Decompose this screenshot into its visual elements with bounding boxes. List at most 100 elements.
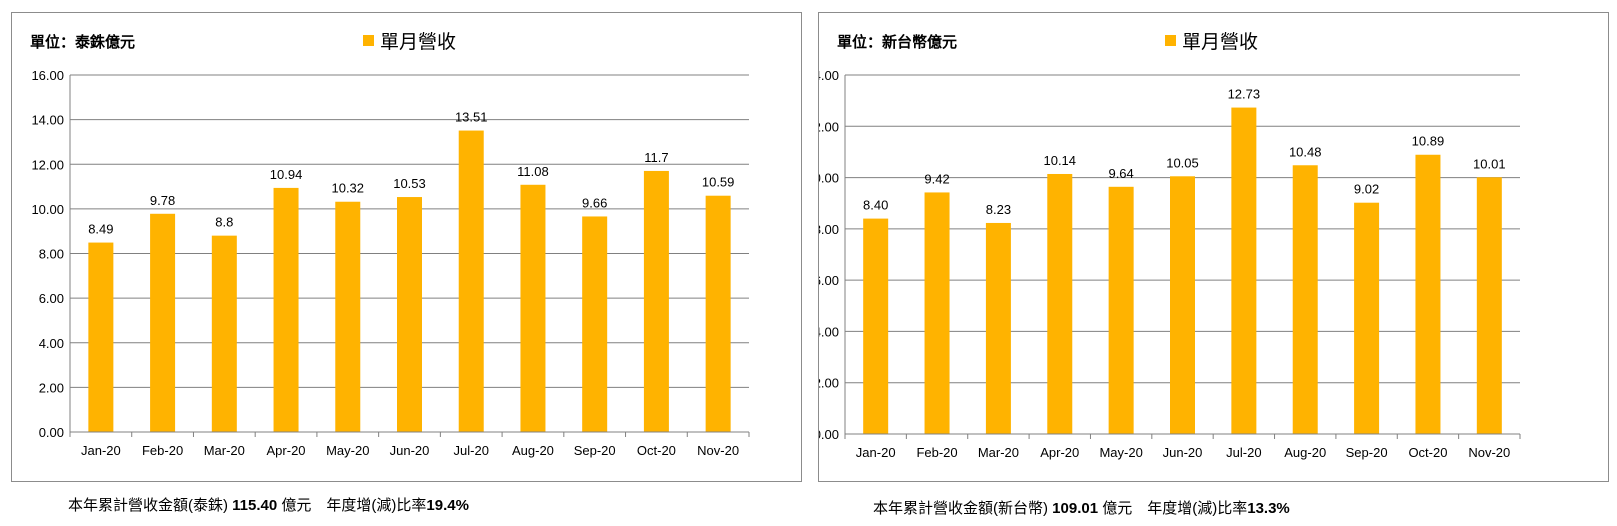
x-tick-label: Feb-20 (142, 443, 183, 458)
footer-summary-twd: 本年累計營收金額(新台幣) 109.01 億元 年度增(減)比率13.3% (873, 497, 1290, 518)
footer-prefix: 本年累計營收金額(泰銖) (68, 497, 228, 514)
data-label: 10.94 (270, 167, 303, 182)
x-tick-label: Nov-20 (1468, 445, 1510, 460)
x-tick-label: Apr-20 (1040, 445, 1079, 460)
data-label: 9.66 (582, 195, 607, 210)
footer-mid: 億元 年度增(減)比率 (281, 497, 427, 514)
bar-feb-20 (924, 192, 950, 434)
x-tick-label: May-20 (326, 443, 369, 458)
data-label: 10.59 (702, 175, 735, 190)
x-tick-label: Jan-20 (856, 445, 896, 460)
footer-mid: 億元 年度增(減)比率 (1102, 500, 1248, 517)
footer-rate: 19.4% (426, 497, 469, 514)
x-tick-label: Feb-20 (916, 445, 957, 460)
bar-mar-20 (211, 235, 237, 432)
data-label: 9.64 (1108, 166, 1133, 181)
legend: 單月營收 (363, 27, 456, 54)
x-tick-label: Jul-20 (454, 443, 489, 458)
bar-jan-20 (88, 242, 114, 432)
data-label: 10.32 (331, 181, 364, 196)
data-label: 10.89 (1412, 134, 1445, 149)
x-tick-label: Sep-20 (1346, 445, 1388, 460)
x-tick-label: Mar-20 (978, 445, 1019, 460)
data-label: 9.78 (150, 193, 175, 208)
x-tick-label: Oct-20 (1408, 445, 1447, 460)
data-label: 8.8 (215, 215, 233, 230)
bar-may-20 (1108, 186, 1134, 434)
data-label: 8.49 (88, 222, 113, 237)
bar-may-20 (335, 201, 361, 432)
bar-feb-20 (150, 213, 176, 432)
unit-label: 單位：泰銖億元 (30, 34, 136, 51)
data-label: 13.51 (455, 110, 488, 125)
y-tick-label: 12.00 (819, 119, 839, 134)
x-tick-label: Aug-20 (1284, 445, 1326, 460)
x-tick-label: Jun-20 (390, 443, 430, 458)
chart-panel-twd: 單位：新台幣億元 單月營收 0.00 2.00 4.00 6.00 8.00 10.00 1… (818, 12, 1609, 482)
y-tick-label: 6.00 (819, 273, 839, 288)
y-tick-label: 16.00 (31, 68, 64, 83)
data-label: 10.05 (1166, 155, 1199, 170)
bar-nov-20 (1476, 177, 1502, 434)
y-tick-label: 4.00 (39, 336, 64, 351)
bar-jul-20 (1231, 107, 1257, 434)
bar-sep-20 (582, 216, 608, 432)
data-label: 10.48 (1289, 144, 1322, 159)
x-tick-label: Apr-20 (267, 443, 306, 458)
footer-total: 115.40 (232, 497, 278, 514)
bar-oct-20 (643, 170, 669, 432)
data-label: 10.14 (1043, 153, 1076, 168)
legend-label: 單月營收 (380, 32, 457, 53)
data-label: 11.7 (644, 150, 668, 165)
data-label: 9.02 (1354, 182, 1379, 197)
legend-swatch (1165, 35, 1176, 46)
y-tick-label: 14.00 (31, 113, 64, 128)
bar-mar-20 (985, 222, 1011, 434)
x-tick-label: Oct-20 (637, 443, 676, 458)
bar-aug-20 (1292, 165, 1318, 434)
bar-oct-20 (1415, 154, 1441, 435)
legend-swatch (363, 35, 374, 46)
footer-prefix: 本年累計營收金額(新台幣) (873, 500, 1048, 517)
data-label: 8.40 (863, 198, 888, 213)
bar-nov-20 (705, 195, 731, 432)
bar-chart-twd: 0.00 2.00 4.00 6.00 8.00 10.00 12.00 14.00 8.40 J… (819, 68, 1521, 460)
y-tick-label: 8.00 (39, 247, 64, 262)
data-label: 9.42 (924, 171, 949, 186)
bar-chart-thb: 0.00 2.00 4.00 6.00 8.00 10.00 12.00 14.00 16.00… (31, 68, 750, 458)
data-label: 10.01 (1473, 156, 1506, 171)
x-tick-label: Sep-20 (574, 443, 616, 458)
y-tick-label: 0.00 (39, 425, 64, 440)
y-tick-label: 10.00 (819, 171, 839, 186)
y-tick-label: 10.00 (31, 202, 64, 217)
bar-sep-20 (1354, 202, 1380, 434)
footer-rate: 13.3% (1247, 500, 1290, 517)
bar-apr-20 (1047, 173, 1073, 434)
unit-label: 單位：新台幣億元 (837, 34, 958, 51)
y-tick-label: 2.00 (39, 380, 64, 395)
y-tick-label: 12.00 (31, 157, 64, 172)
bar-jun-20 (1170, 176, 1195, 434)
y-tick-label: 0.00 (819, 427, 839, 442)
bar-aug-20 (520, 184, 546, 432)
legend: 單月營收 (1165, 27, 1258, 54)
x-tick-label: Aug-20 (512, 443, 554, 458)
x-tick-label: May-20 (1099, 445, 1142, 460)
y-tick-label: 4.00 (819, 324, 839, 339)
y-tick-label: 8.00 (819, 222, 839, 237)
bar-apr-20 (273, 187, 299, 432)
data-label: 12.73 (1228, 87, 1261, 102)
bar-jan-20 (863, 218, 889, 434)
bar-jul-20 (458, 130, 484, 432)
footer-summary-thb: 本年累計營收金額(泰銖) 115.40 億元 年度增(減)比率19.4% (68, 494, 469, 515)
data-label: 11.08 (517, 164, 549, 179)
legend-label: 單月營收 (1182, 32, 1259, 53)
x-tick-label: Mar-20 (204, 443, 245, 458)
x-tick-label: Jun-20 (1163, 445, 1203, 460)
y-tick-label: 14.00 (819, 68, 839, 83)
x-tick-label: Jul-20 (1226, 445, 1261, 460)
data-label: 8.23 (986, 202, 1011, 217)
footer-total: 109.01 (1052, 500, 1099, 517)
y-tick-label: 6.00 (39, 291, 64, 306)
chart-panel-thb: 單位：泰銖億元 單月營收 0.00 2.00 4.00 6.00 8.00 10.00 12… (11, 12, 802, 482)
